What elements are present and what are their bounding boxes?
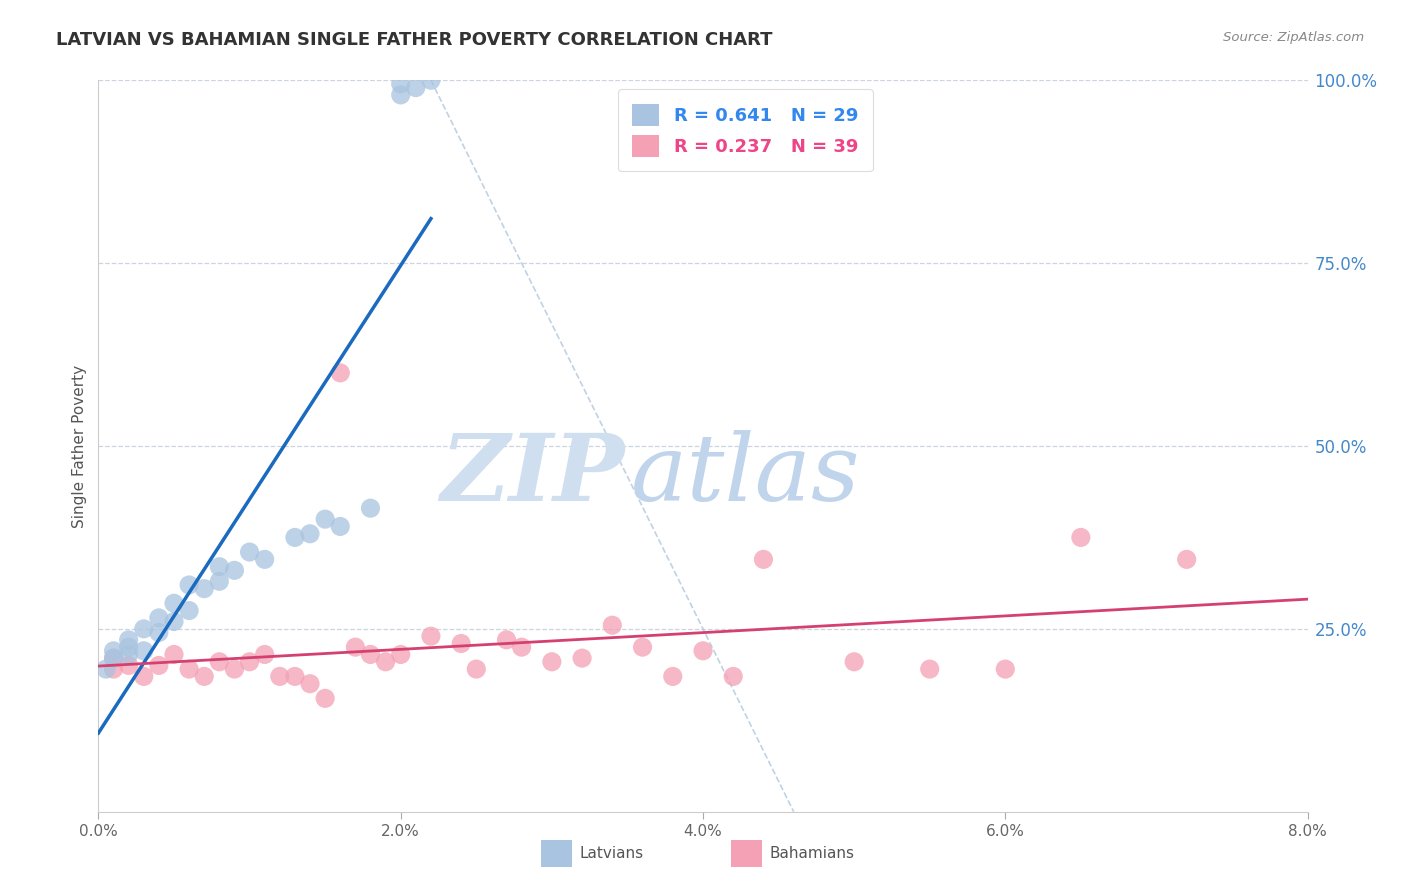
Point xyxy=(420,73,443,87)
Point xyxy=(163,596,186,610)
Point xyxy=(118,658,141,673)
Point xyxy=(450,636,472,650)
Point xyxy=(510,640,533,655)
Point xyxy=(571,651,593,665)
Text: atlas: atlas xyxy=(630,430,860,520)
Point xyxy=(284,530,307,544)
Point xyxy=(103,662,125,676)
Point xyxy=(193,669,215,683)
Point xyxy=(118,640,141,655)
Point xyxy=(314,512,336,526)
Point xyxy=(1175,552,1198,566)
Point xyxy=(103,651,125,665)
Point xyxy=(389,648,412,662)
Point xyxy=(299,526,322,541)
Point xyxy=(132,669,155,683)
Point xyxy=(389,77,412,91)
Point xyxy=(208,574,231,589)
Text: Source: ZipAtlas.com: Source: ZipAtlas.com xyxy=(1223,31,1364,45)
Text: LATVIAN VS BAHAMIAN SINGLE FATHER POVERTY CORRELATION CHART: LATVIAN VS BAHAMIAN SINGLE FATHER POVERT… xyxy=(56,31,773,49)
Point xyxy=(495,632,517,647)
Point xyxy=(239,545,262,559)
Point xyxy=(420,629,443,643)
Point xyxy=(94,662,117,676)
Legend: R = 0.641   N = 29, R = 0.237   N = 39: R = 0.641 N = 29, R = 0.237 N = 39 xyxy=(617,89,873,171)
Point xyxy=(103,651,125,665)
Point xyxy=(148,611,170,625)
Point xyxy=(132,644,155,658)
Point xyxy=(253,648,276,662)
Point xyxy=(163,615,186,629)
Text: Latvians: Latvians xyxy=(579,846,644,861)
Point xyxy=(752,552,775,566)
Text: ZIP: ZIP xyxy=(440,430,624,520)
Point xyxy=(299,676,322,690)
Point xyxy=(103,644,125,658)
Point xyxy=(193,582,215,596)
Point xyxy=(314,691,336,706)
Point xyxy=(329,519,352,533)
Point xyxy=(360,501,382,516)
Point xyxy=(374,655,396,669)
Point xyxy=(179,578,201,592)
Point xyxy=(540,655,562,669)
Point xyxy=(631,640,654,655)
Point xyxy=(253,552,276,566)
Point xyxy=(118,632,141,647)
Point xyxy=(118,648,141,662)
Point xyxy=(389,87,412,102)
Point xyxy=(602,618,624,632)
Point xyxy=(360,648,382,662)
Point xyxy=(723,669,745,683)
Point xyxy=(344,640,367,655)
Point xyxy=(179,603,201,617)
Point xyxy=(269,669,291,683)
Point xyxy=(148,625,170,640)
Point xyxy=(179,662,201,676)
Point xyxy=(329,366,352,380)
Point xyxy=(208,655,231,669)
Point xyxy=(284,669,307,683)
Point xyxy=(844,655,866,669)
Point xyxy=(465,662,488,676)
Point xyxy=(224,563,246,577)
Point xyxy=(692,644,714,658)
Y-axis label: Single Father Poverty: Single Father Poverty xyxy=(72,365,87,527)
Point xyxy=(148,658,170,673)
Point xyxy=(132,622,155,636)
Point xyxy=(163,648,186,662)
Point xyxy=(239,655,262,669)
Point xyxy=(918,662,941,676)
Point xyxy=(661,669,683,683)
Point xyxy=(994,662,1017,676)
Text: Bahamians: Bahamians xyxy=(769,846,853,861)
Point xyxy=(224,662,246,676)
Point xyxy=(208,559,231,574)
Point xyxy=(1070,530,1092,544)
Point xyxy=(405,80,427,95)
